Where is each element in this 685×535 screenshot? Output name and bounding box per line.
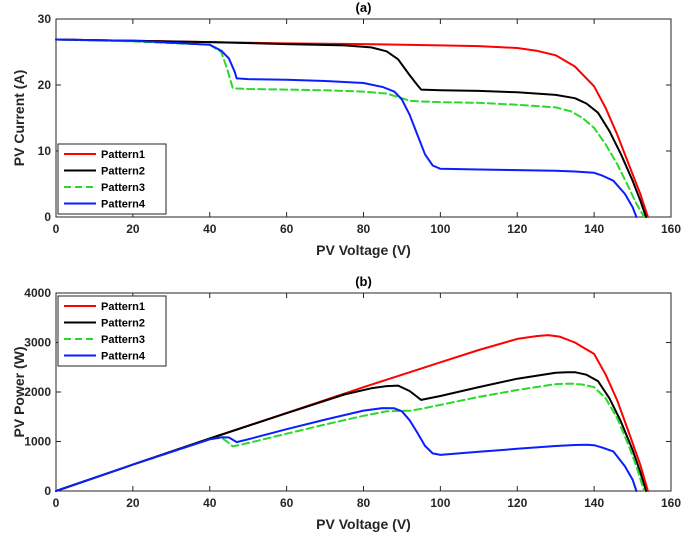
y-tick-label: 0 bbox=[44, 484, 51, 498]
x-tick-label: 60 bbox=[280, 222, 294, 236]
series-line-pattern4 bbox=[55, 38, 638, 218]
x-axis-label: PV Voltage (V) bbox=[316, 242, 411, 258]
x-tick-label: 20 bbox=[126, 222, 140, 236]
legend-box bbox=[57, 295, 167, 367]
legend-label-pattern3: Pattern3 bbox=[101, 182, 145, 194]
x-tick-label: 140 bbox=[584, 222, 604, 236]
legend-label-pattern2: Pattern2 bbox=[101, 318, 145, 330]
x-tick-label: 160 bbox=[661, 222, 681, 236]
y-tick-label: 20 bbox=[38, 78, 52, 92]
legend-label-pattern3: Pattern3 bbox=[101, 334, 145, 346]
legend-label-pattern1: Pattern1 bbox=[101, 149, 145, 161]
chart-b-power-vs-voltage: 0 20 40 60 80 100 120 140 160 0 1000 2000 3000 4000 (b… bbox=[11, 274, 681, 532]
legend-box bbox=[57, 143, 167, 215]
series-line-pattern2 bbox=[55, 371, 647, 492]
series-line-pattern3 bbox=[55, 38, 646, 218]
x-tick-label: 140 bbox=[584, 496, 604, 510]
y-tick-label: 0 bbox=[44, 210, 51, 224]
y-axis-label: PV Current (A) bbox=[11, 70, 27, 166]
y-tick-label: 30 bbox=[38, 12, 52, 26]
x-tick-label: 100 bbox=[430, 496, 450, 510]
x-tick-label: 40 bbox=[203, 222, 217, 236]
chart-a-current-vs-voltage: 0 20 40 60 80 100 120 140 160 0 10 20 30 (a) PV Voltag… bbox=[11, 0, 681, 258]
series-line-pattern2 bbox=[55, 38, 647, 218]
y-tick-label: 2000 bbox=[24, 385, 51, 399]
x-tick-label: 60 bbox=[280, 496, 294, 510]
x-tick-label: 20 bbox=[126, 496, 140, 510]
legend-label-pattern4: Pattern4 bbox=[101, 351, 146, 363]
series-line-pattern3 bbox=[55, 382, 646, 492]
x-tick-label: 0 bbox=[53, 222, 60, 236]
chart-title: (b) bbox=[355, 274, 372, 289]
legend-label-pattern1: Pattern1 bbox=[101, 301, 145, 313]
x-tick-label: 80 bbox=[357, 496, 371, 510]
y-tick-label: 10 bbox=[38, 144, 52, 158]
x-axis-label: PV Voltage (V) bbox=[316, 516, 411, 532]
y-tick-label: 4000 bbox=[24, 286, 51, 300]
legend-label-pattern4: Pattern4 bbox=[101, 199, 146, 211]
series-line-pattern4 bbox=[55, 407, 638, 492]
x-tick-label: 160 bbox=[661, 496, 681, 510]
x-tick-label: 80 bbox=[357, 222, 371, 236]
x-tick-label: 0 bbox=[53, 496, 60, 510]
x-tick-label: 120 bbox=[507, 222, 527, 236]
y-axis-label: PV Power (W) bbox=[11, 346, 27, 437]
x-tick-label: 100 bbox=[430, 222, 450, 236]
y-tick-label: 1000 bbox=[24, 435, 51, 449]
y-tick-label: 3000 bbox=[24, 336, 51, 350]
legend-label-pattern2: Pattern2 bbox=[101, 166, 145, 178]
x-tick-label: 120 bbox=[507, 496, 527, 510]
chart-title: (a) bbox=[356, 0, 372, 15]
x-tick-label: 40 bbox=[203, 496, 217, 510]
